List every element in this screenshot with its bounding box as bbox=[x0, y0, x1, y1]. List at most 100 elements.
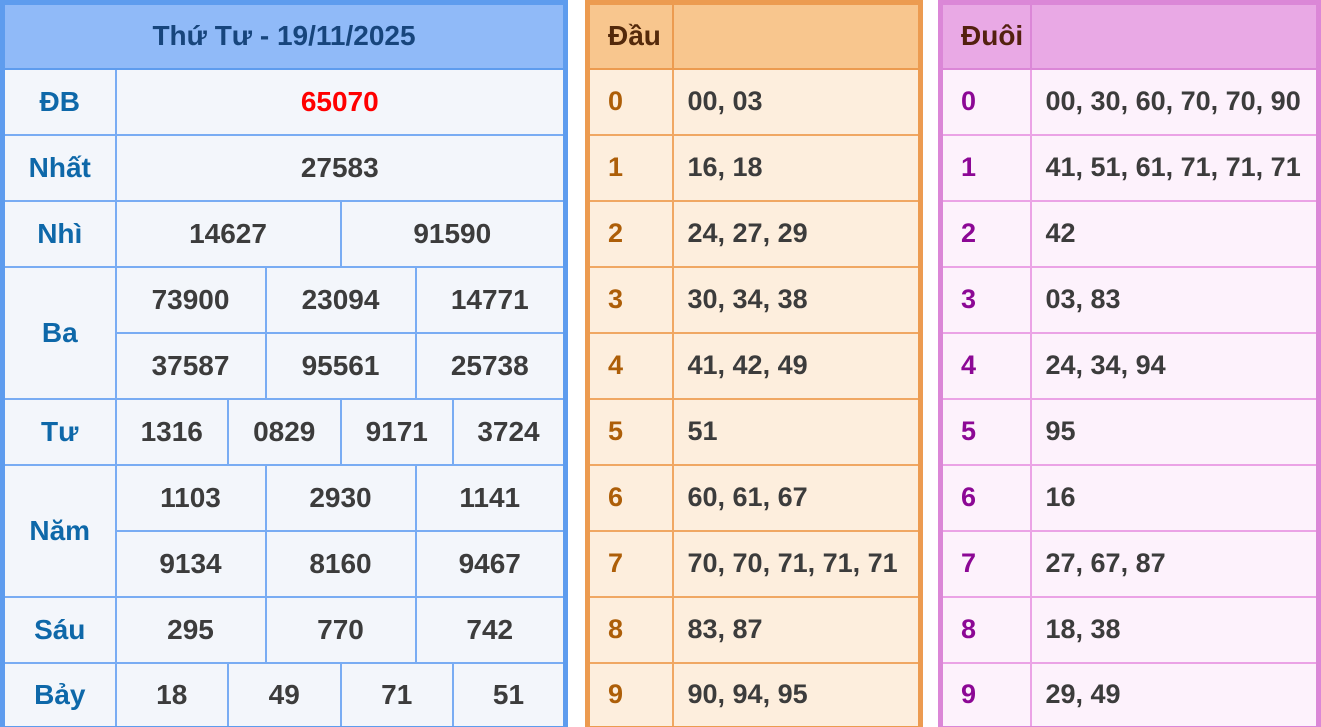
table-row: Nhì 14627 91590 bbox=[1, 199, 567, 268]
table-row: 1 16, 18 bbox=[586, 133, 922, 202]
prize-value: 770 bbox=[264, 595, 417, 664]
dau-values: 60, 61, 67 bbox=[671, 463, 922, 532]
duoi-digit: 0 bbox=[939, 67, 1032, 136]
dau-digit: 6 bbox=[586, 463, 674, 532]
dau-header-empty bbox=[671, 1, 922, 70]
table-row: 7 70, 70, 71, 71, 71 bbox=[586, 529, 922, 598]
table-row: 4 24, 34, 94 bbox=[939, 331, 1320, 400]
duoi-values: 29, 49 bbox=[1029, 661, 1320, 727]
prize-value: 8160 bbox=[264, 529, 417, 598]
dau-digit: 9 bbox=[586, 661, 674, 727]
duoi-digit: 4 bbox=[939, 331, 1032, 400]
dau-digit: 8 bbox=[586, 595, 674, 664]
table-row: 6 16 bbox=[939, 463, 1320, 532]
prize-value: 3724 bbox=[452, 397, 567, 466]
dau-header-row: Đầu bbox=[586, 1, 922, 70]
table-row: 9 90, 94, 95 bbox=[586, 661, 922, 727]
table-row: 2 24, 27, 29 bbox=[586, 199, 922, 268]
prize-label-ba: Ba bbox=[1, 265, 117, 400]
table-row: Nhất 27583 bbox=[1, 133, 567, 202]
duoi-values: 18, 38 bbox=[1029, 595, 1320, 664]
results-date-title: Thứ Tư - 19/11/2025 bbox=[1, 1, 567, 70]
duoi-digit: 7 bbox=[939, 529, 1032, 598]
table-row: 37587 95561 25738 bbox=[3, 331, 567, 400]
table-row: Sáu 295 770 742 bbox=[1, 595, 567, 664]
table-row: 7 27, 67, 87 bbox=[939, 529, 1320, 598]
table-row: 9 29, 49 bbox=[939, 661, 1320, 727]
prize-value: 18 bbox=[114, 661, 229, 727]
duoi-digit: 9 bbox=[939, 661, 1032, 727]
duoi-values: 42 bbox=[1029, 199, 1320, 268]
table-row: 4 41, 42, 49 bbox=[586, 331, 922, 400]
duoi-digit: 8 bbox=[939, 595, 1032, 664]
prize-value: 91590 bbox=[339, 199, 567, 268]
prize-value: 1141 bbox=[414, 463, 567, 532]
table-row: 0 00, 03 bbox=[586, 67, 922, 136]
table-row: 5 95 bbox=[939, 397, 1320, 466]
dau-values: 30, 34, 38 bbox=[671, 265, 922, 334]
table-row: ĐB 65070 bbox=[1, 67, 567, 136]
dau-values: 83, 87 bbox=[671, 595, 922, 664]
results-table: Thứ Tư - 19/11/2025 ĐB 65070 Nhất 27583 … bbox=[0, 0, 568, 727]
dau-values: 70, 70, 71, 71, 71 bbox=[671, 529, 922, 598]
table-row: Tư 1316 0829 9171 3724 bbox=[1, 397, 567, 466]
duoi-header-empty bbox=[1029, 1, 1320, 70]
dau-digit: 3 bbox=[586, 265, 674, 334]
duoi-values: 41, 51, 61, 71, 71, 71 bbox=[1029, 133, 1320, 202]
table-row: Ba 73900 23094 14771 bbox=[1, 265, 567, 400]
table-row: 2 42 bbox=[939, 199, 1320, 268]
duoi-digit: 1 bbox=[939, 133, 1032, 202]
table-row: 5 51 bbox=[586, 397, 922, 466]
prize-value: 27583 bbox=[114, 133, 567, 202]
dau-digit: 7 bbox=[586, 529, 674, 598]
prize-label-bay: Bảy bbox=[1, 661, 117, 727]
table-row: 9134 8160 9467 bbox=[3, 529, 567, 598]
duoi-digit: 5 bbox=[939, 397, 1032, 466]
prize-value: 295 bbox=[114, 595, 267, 664]
duoi-values: 24, 34, 94 bbox=[1029, 331, 1320, 400]
prize-value: 49 bbox=[227, 661, 342, 727]
duoi-digit: 3 bbox=[939, 265, 1032, 334]
table-row: Bảy 18 49 71 51 bbox=[1, 661, 567, 727]
dau-values: 51 bbox=[671, 397, 922, 466]
prize-label-tu: Tư bbox=[1, 397, 117, 466]
table-row: 6 60, 61, 67 bbox=[586, 463, 922, 532]
prize-value: 1316 bbox=[114, 397, 229, 466]
table-row: Năm 1103 2930 1141 bbox=[1, 463, 567, 598]
table-row: 8 83, 87 bbox=[586, 595, 922, 664]
dau-digit: 1 bbox=[586, 133, 674, 202]
prize-value: 1103 bbox=[114, 463, 267, 532]
table-row: 1 41, 51, 61, 71, 71, 71 bbox=[939, 133, 1320, 202]
duoi-values: 00, 30, 60, 70, 70, 90 bbox=[1029, 67, 1320, 136]
prize-label-nhat: Nhất bbox=[1, 133, 117, 202]
duoi-table: Đuôi 0 00, 30, 60, 70, 70, 90 1 41, 51, 61… bbox=[938, 0, 1321, 727]
duoi-digit: 2 bbox=[939, 199, 1032, 268]
dau-values: 24, 27, 29 bbox=[671, 199, 922, 268]
prize-value: 71 bbox=[339, 661, 454, 727]
table-row: 0 00, 30, 60, 70, 70, 90 bbox=[939, 67, 1320, 136]
dau-digit: 2 bbox=[586, 199, 674, 268]
dau-table: Đầu 0 00, 03 1 16, 18 2 24, 27, 29 3 30, 34,… bbox=[585, 0, 923, 727]
prize-value: 0829 bbox=[227, 397, 342, 466]
prize-value: 9467 bbox=[414, 529, 567, 598]
prize-label-nam: Năm bbox=[1, 463, 117, 598]
prize-value: 2930 bbox=[264, 463, 417, 532]
duoi-digit: 6 bbox=[939, 463, 1032, 532]
prize-value: 742 bbox=[414, 595, 567, 664]
duoi-header-row: Đuôi bbox=[939, 1, 1320, 70]
results-header-row: Thứ Tư - 19/11/2025 bbox=[1, 1, 567, 70]
prize-value: 14627 bbox=[114, 199, 342, 268]
prize-value: 25738 bbox=[414, 331, 567, 400]
table-row: 3 03, 83 bbox=[939, 265, 1320, 334]
prize-value: 23094 bbox=[264, 265, 417, 334]
prize-value: 14771 bbox=[414, 265, 567, 334]
dau-values: 00, 03 bbox=[671, 67, 922, 136]
duoi-values: 27, 67, 87 bbox=[1029, 529, 1320, 598]
duoi-header: Đuôi bbox=[939, 1, 1032, 70]
dau-header: Đầu bbox=[586, 1, 674, 70]
prize-value: 73900 bbox=[114, 265, 267, 334]
dau-values: 16, 18 bbox=[671, 133, 922, 202]
prize-value: 95561 bbox=[264, 331, 417, 400]
dau-digit: 5 bbox=[586, 397, 674, 466]
